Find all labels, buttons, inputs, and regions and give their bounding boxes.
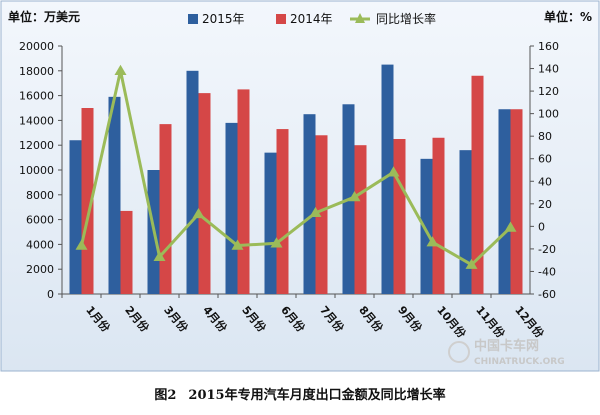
right-tick-label: 160 (538, 40, 559, 53)
right-unit-label: 单位：% (544, 9, 592, 24)
growth-rate-point (426, 236, 439, 247)
right-tick-label: -20 (538, 243, 556, 256)
right-tick-label: 140 (538, 63, 559, 76)
bar-series2 (393, 139, 406, 294)
legend: 2015年 2014年 同比增长率 (188, 11, 436, 26)
bar-series2 (315, 135, 328, 294)
bar-series1 (264, 152, 277, 294)
figure-title: 2015年专用汽车月度出口金额及同比增长率 (188, 388, 446, 403)
figure-label: 图2 (154, 388, 177, 403)
left-tick-label: 8000 (26, 189, 54, 202)
bar-series1 (186, 70, 199, 294)
bar-series2 (198, 93, 211, 295)
right-tick-label: 40 (538, 175, 552, 188)
bar-series1 (225, 122, 238, 294)
growth-rate-point (75, 239, 88, 250)
left-tick-label: 4000 (26, 238, 54, 251)
watermark: 中国卡车网 CHINATRUCK.ORG (448, 338, 565, 367)
left-tick-label: 16000 (19, 90, 54, 103)
left-tick-label: 18000 (19, 65, 54, 78)
left-tick-label: 0 (47, 288, 54, 301)
bar-series1 (108, 96, 121, 294)
bar-series2 (432, 137, 445, 294)
axes (58, 45, 534, 298)
bar-series2 (471, 75, 484, 294)
bar-series1 (459, 150, 472, 294)
bar-series2 (120, 210, 133, 294)
chart-frame: 单位：万美元 单位：% 2015年 2014年 同比增长率 0 2000 4000 600… (0, 0, 600, 372)
left-tick-label: 10000 (19, 164, 54, 177)
left-tick-label: 14000 (19, 114, 54, 127)
bar-series1 (381, 64, 394, 294)
growth-rate-point (114, 64, 127, 75)
left-tick-label: 12000 (19, 139, 54, 152)
left-tick-label: 6000 (26, 214, 54, 227)
right-tick-label: 80 (538, 130, 552, 143)
bar-series2 (354, 145, 367, 294)
growth-rate-point (504, 221, 517, 232)
bar-series1 (498, 109, 511, 295)
right-tick-label: 100 (538, 108, 559, 121)
bar-series1 (303, 114, 316, 294)
growth-rate-line (80, 69, 512, 267)
legend-marker-icon (355, 13, 365, 23)
growth-line (75, 64, 517, 269)
legend-label: 2014年 (290, 12, 333, 26)
growth-rate-point (309, 206, 322, 218)
bar-series2 (159, 124, 172, 295)
legend-swatch (188, 14, 198, 24)
right-tick-label: 0 (538, 220, 545, 233)
left-tick-label: 2000 (26, 263, 54, 276)
growth-rate-point (192, 207, 205, 219)
right-tick-label: -40 (538, 265, 556, 278)
right-tick-label: 120 (538, 85, 559, 98)
left-unit-label: 单位：万美元 (8, 9, 80, 24)
figure-caption: 图2 2015年专用汽车月度出口金额及同比增长率 (0, 372, 600, 415)
growth-rate-point (387, 166, 400, 177)
bar-series2 (510, 109, 523, 295)
bar-series1 (420, 158, 433, 294)
right-tick-label: 20 (538, 198, 552, 211)
right-tick-label: 60 (538, 153, 552, 166)
right-tick-label: -60 (538, 288, 556, 301)
chart-svg: 单位：万美元 单位：% 2015年 2014年 同比增长率 020004000600… (0, 0, 600, 372)
legend-label: 2015年 (202, 12, 245, 26)
growth-rate-point (231, 239, 244, 250)
watermark-logo-icon (448, 341, 470, 363)
watermark-subtext: CHINATRUCK.ORG (474, 357, 565, 367)
legend-label: 同比增长率 (376, 11, 436, 26)
growth-rate-point (465, 258, 478, 269)
watermark-text: 中国卡车网 (474, 338, 539, 354)
growth-rate-point (270, 237, 283, 248)
growth-rate-point (348, 191, 361, 202)
bar-series1 (69, 140, 82, 294)
left-tick-label: 20000 (19, 40, 54, 53)
bar-series2 (276, 129, 289, 294)
growth-rate-point (153, 250, 166, 261)
bar-series2 (237, 89, 250, 295)
bars (69, 64, 523, 295)
legend-swatch (276, 14, 286, 24)
